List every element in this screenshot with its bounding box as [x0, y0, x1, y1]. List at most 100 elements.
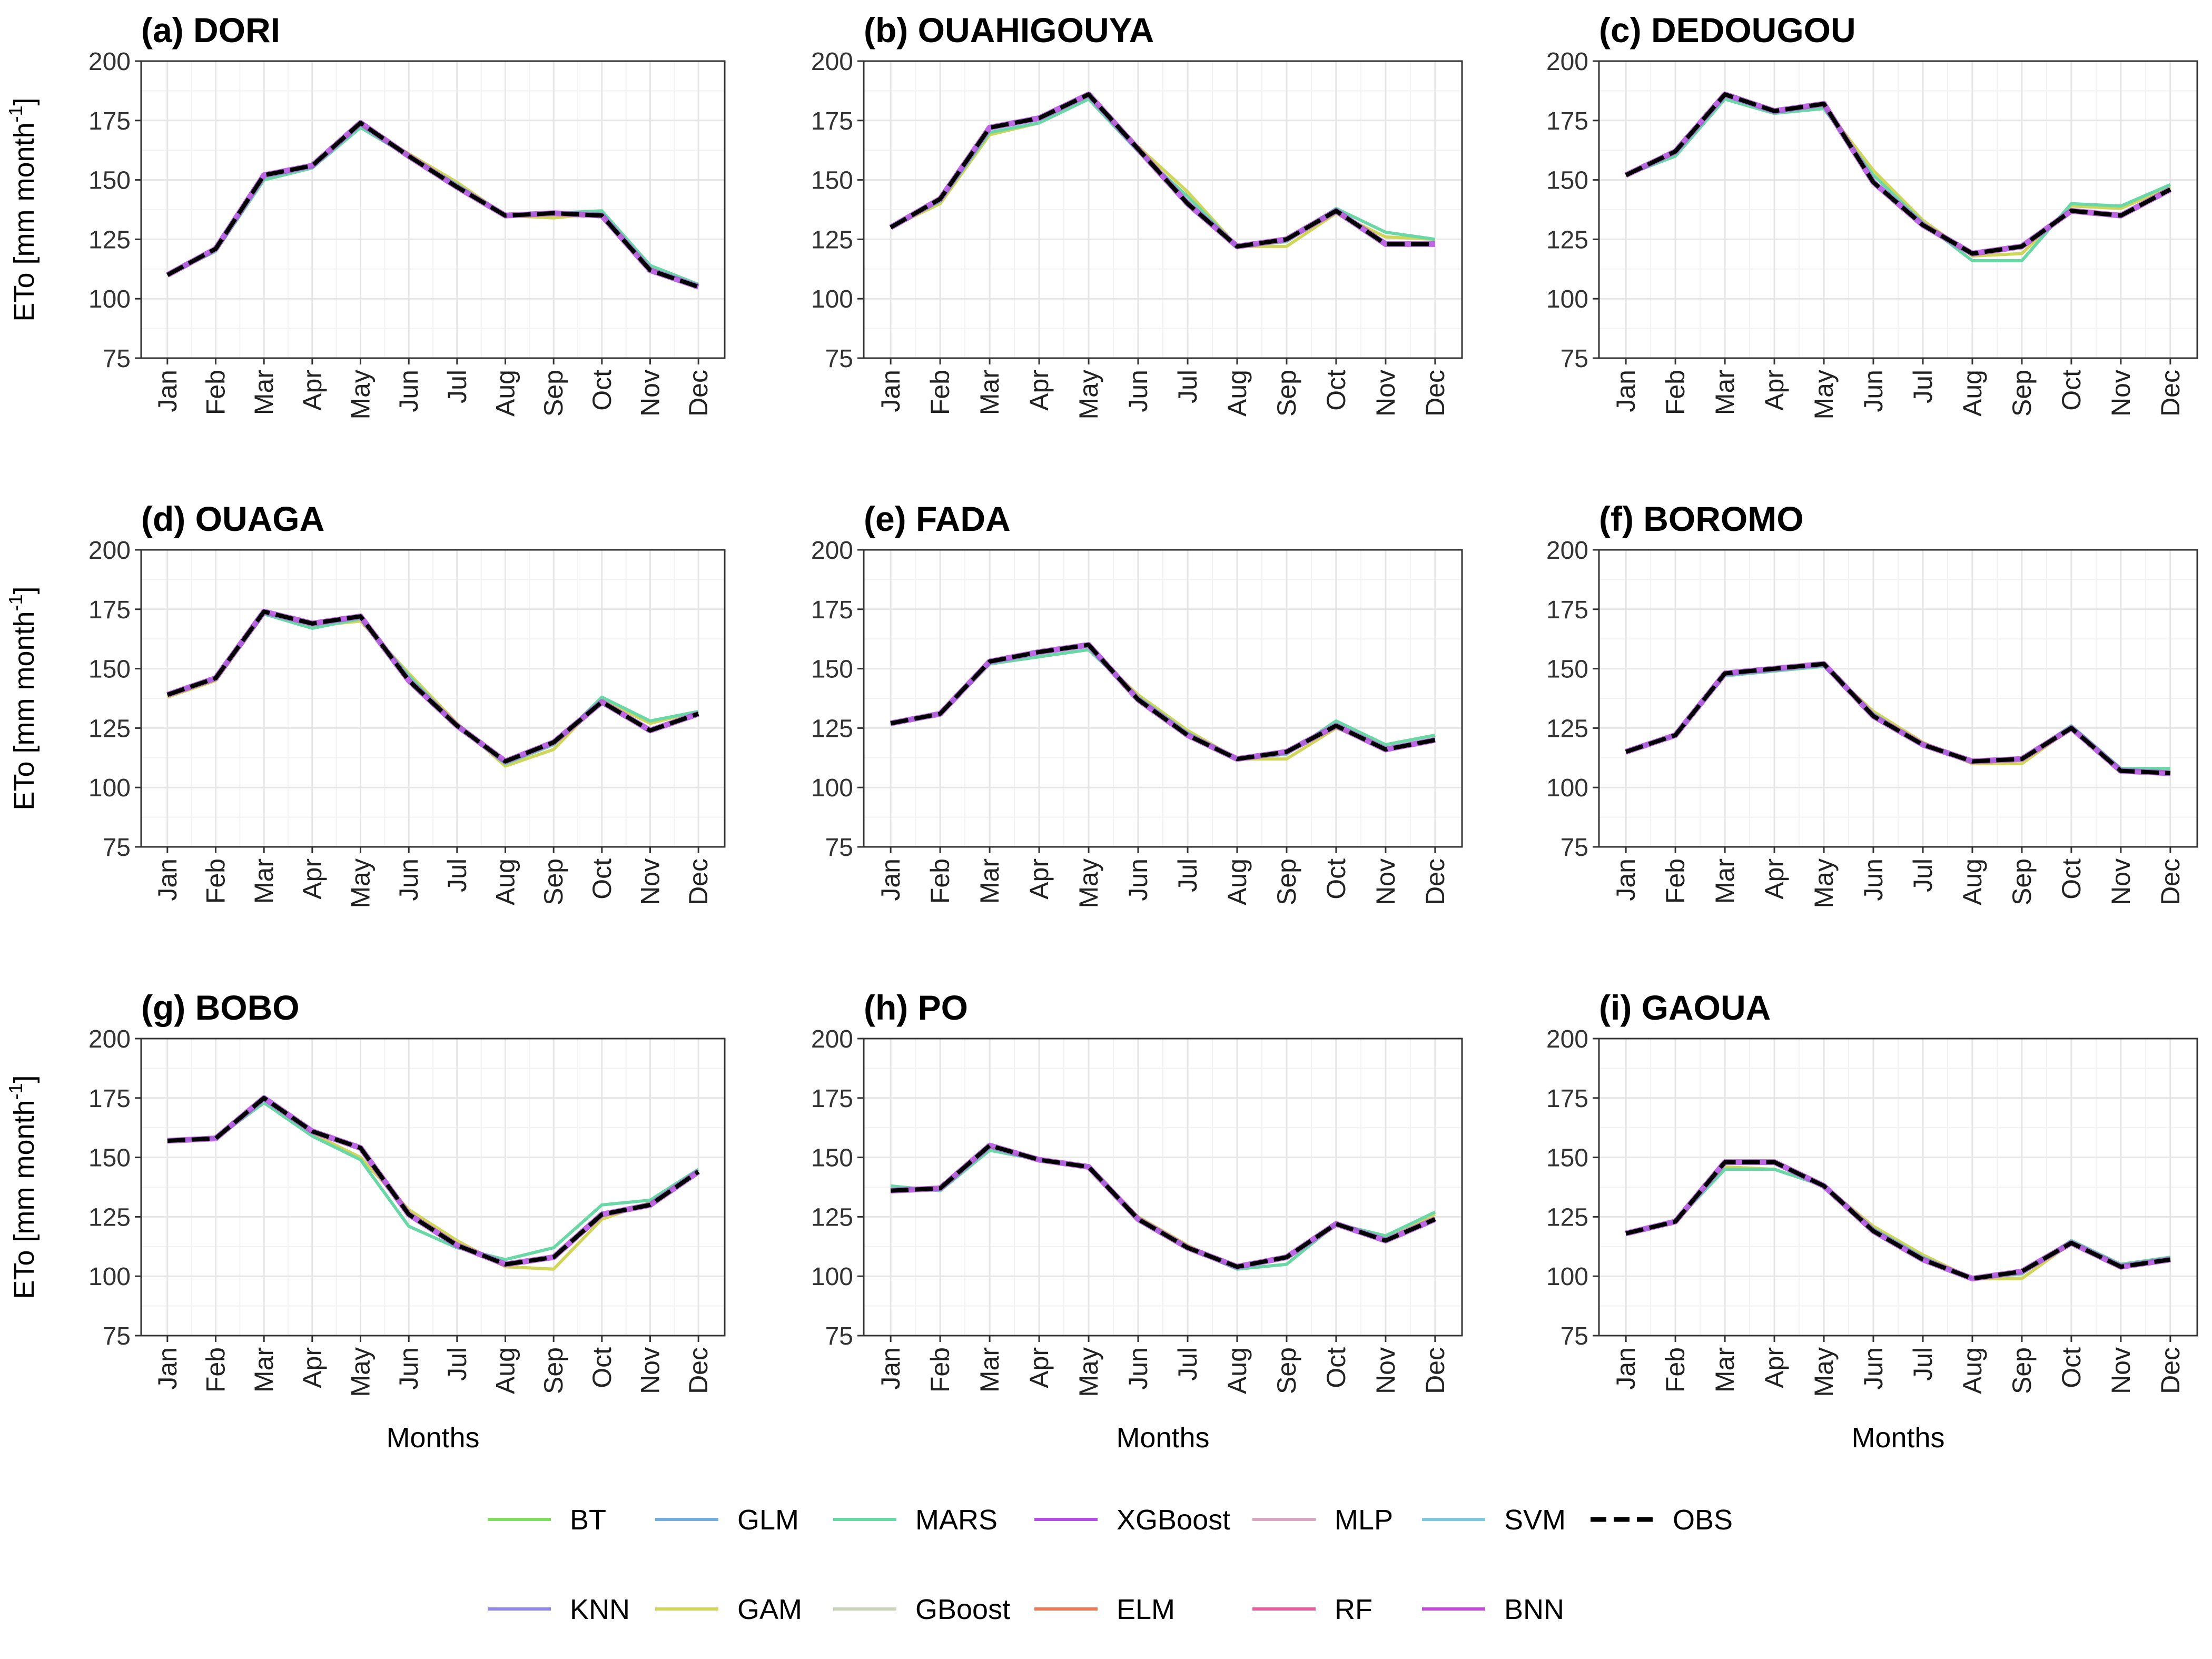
y-tick-label: 200	[811, 48, 853, 76]
y-tick-label: 75	[825, 834, 853, 862]
x-tick-label: Apr	[298, 1347, 327, 1388]
legend-item-xgboost: XGBoost	[1034, 1504, 1230, 1536]
legend-label: XGBoost	[1117, 1504, 1230, 1536]
y-tick-label: 125	[88, 226, 131, 254]
x-tick-label: Feb	[1661, 858, 1690, 904]
x-tick-label: Apr	[1024, 370, 1054, 411]
y-tick-label: 200	[811, 1025, 853, 1053]
y-tick-label: 100	[1546, 1263, 1588, 1291]
panel-title: (h) PO	[864, 988, 968, 1027]
y-tick-label: 125	[1546, 1203, 1588, 1231]
y-tick-label: 125	[811, 715, 853, 743]
y-tick-label: 200	[811, 537, 853, 565]
x-tick-label: Aug	[1958, 1347, 1987, 1394]
legend-item-elm: ELM	[1034, 1594, 1175, 1625]
y-tick-label: 100	[811, 774, 853, 802]
x-tick-label: Sep	[1272, 370, 1301, 417]
x-tick-label: May	[1809, 370, 1839, 419]
x-tick-label: Jan	[1611, 370, 1641, 412]
x-axis-label: Months	[386, 1422, 479, 1454]
x-tick-label: Apr	[1024, 858, 1054, 900]
x-tick-label: Oct	[2057, 858, 2086, 900]
y-tick-label: 175	[1546, 1085, 1588, 1113]
legend-label: GAM	[737, 1594, 802, 1625]
y-axis-label: ETo [mm month-1]	[5, 586, 40, 810]
panel-1: (a) DORI 75 100 125 150 175 200 Jan Feb Mar Apr May…	[5, 11, 726, 419]
y-tick-label: 150	[88, 1144, 131, 1172]
legend-item-glm: GLM	[655, 1504, 799, 1536]
y-tick-label: 175	[811, 1085, 853, 1113]
y-tick-label: 150	[811, 656, 853, 684]
legend-label: BT	[570, 1504, 606, 1536]
x-tick-label: Jul	[1908, 1347, 1938, 1381]
legend: BT GLM MARS XGBoost MLP SVM OBS KNN GAM GBoost ELM…	[488, 1504, 1733, 1625]
panel-title: (e) FADA	[864, 499, 1011, 538]
legend-item-gboost: GBoost	[833, 1594, 1010, 1625]
x-tick-label: Feb	[1661, 1347, 1690, 1393]
x-tick-label: Mar	[975, 1347, 1004, 1393]
panel-title: (a) DORI	[141, 11, 280, 50]
x-tick-label: Jun	[1859, 370, 1888, 412]
y-tick-label: 75	[825, 345, 853, 373]
x-tick-label: Jul	[1173, 1347, 1202, 1381]
panel-4: (d) OUAGA 75 100 125 150 175 200 Jan Feb Mar Apr Ma…	[5, 499, 726, 908]
x-tick-label: Jul	[442, 370, 472, 403]
legend-item-obs: OBS	[1591, 1504, 1733, 1536]
y-tick-label: 150	[1546, 656, 1588, 684]
y-tick-label: 75	[103, 1322, 131, 1350]
x-tick-label: Dec	[1420, 858, 1450, 905]
series-obs	[1625, 661, 2171, 776]
x-tick-label: Jan	[153, 1347, 182, 1390]
x-tick-label: Sep	[1272, 1347, 1301, 1394]
panel-2: (b) OUAHIGOUYA 75 100 125 150 175 200 Jan Feb Mar…	[811, 11, 1463, 419]
panel-9: (i) GAOUA 75 100 125 150 175 200 Jan Feb Mar Apr Ma…	[1546, 988, 2198, 1454]
x-tick-label: Jul	[1908, 858, 1938, 892]
y-tick-label: 175	[1546, 107, 1588, 135]
y-tick-label: 150	[1546, 1144, 1588, 1172]
y-tick-label: 150	[811, 167, 853, 195]
x-tick-label: Feb	[925, 1347, 955, 1393]
x-tick-label: Sep	[539, 858, 568, 905]
x-tick-label: Nov	[1371, 858, 1400, 905]
y-tick-label: 150	[811, 1144, 853, 1172]
panel-border	[863, 1038, 1463, 1337]
x-tick-label: Mar	[975, 370, 1004, 415]
y-tick-label: 100	[811, 1263, 853, 1291]
y-tick-label: 75	[1561, 345, 1588, 373]
series-obs	[1625, 1160, 2171, 1281]
legend-label: BNN	[1504, 1594, 1564, 1625]
x-tick-label: Apr	[1760, 858, 1789, 900]
x-tick-label: Mar	[975, 858, 1004, 904]
series-obs	[1625, 92, 2171, 256]
x-tick-label: Aug	[1222, 370, 1252, 417]
x-tick-label: Oct	[587, 370, 617, 411]
x-tick-label: Jun	[1123, 1347, 1153, 1390]
y-tick-label: 100	[88, 774, 131, 802]
x-tick-label: Jun	[1123, 858, 1153, 901]
y-tick-label: 125	[811, 1203, 853, 1231]
series-obs	[167, 1095, 700, 1267]
y-tick-label: 200	[88, 1025, 131, 1053]
x-tick-label: Nov	[635, 858, 665, 905]
legend-item-rf: RF	[1252, 1594, 1372, 1625]
y-tick-label: 75	[825, 1322, 853, 1350]
series-obs	[890, 643, 1436, 762]
x-tick-label: Sep	[539, 1347, 568, 1394]
x-tick-label: Nov	[635, 1347, 665, 1394]
x-tick-label: Mar	[249, 370, 279, 415]
panel-title: (f) BOROMO	[1599, 499, 1804, 538]
x-tick-label: Dec	[684, 858, 713, 905]
y-tick-label: 150	[88, 167, 131, 195]
x-tick-label: Jul	[1173, 858, 1202, 892]
x-tick-label: Mar	[249, 1347, 279, 1393]
x-tick-label: Sep	[1272, 858, 1301, 905]
x-tick-label: Oct	[1321, 1347, 1351, 1388]
x-tick-label: Oct	[1321, 858, 1351, 900]
legend-item-bnn: BNN	[1422, 1594, 1564, 1625]
y-tick-label: 175	[811, 107, 853, 135]
x-tick-label: May	[1074, 1347, 1103, 1397]
x-tick-label: Aug	[1958, 858, 1987, 905]
series-mars	[1625, 97, 2171, 262]
x-tick-label: Jul	[442, 1347, 472, 1381]
